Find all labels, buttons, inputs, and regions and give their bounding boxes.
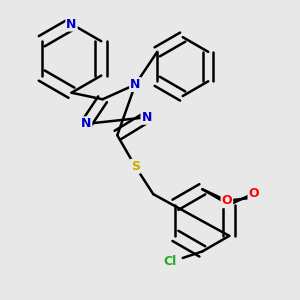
Text: S: S — [131, 160, 140, 173]
Text: N: N — [81, 117, 92, 130]
Text: O: O — [248, 187, 259, 200]
Text: N: N — [130, 78, 140, 91]
Text: Cl: Cl — [163, 255, 176, 268]
Text: O: O — [222, 194, 232, 207]
Text: N: N — [142, 111, 152, 124]
Text: N: N — [66, 17, 77, 31]
